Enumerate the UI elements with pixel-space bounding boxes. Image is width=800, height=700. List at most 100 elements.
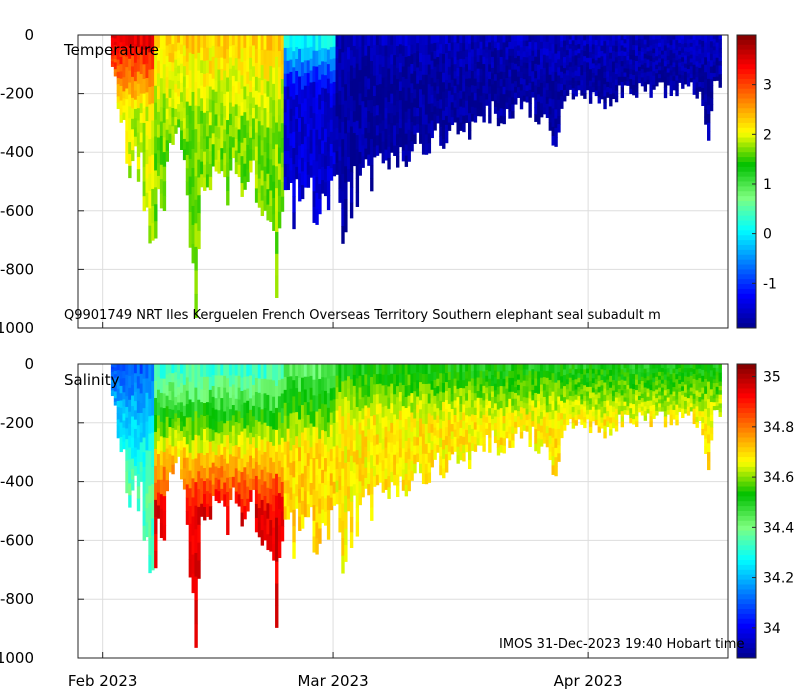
heatmap-cell	[407, 56, 411, 67]
heatmap-cell	[588, 409, 593, 416]
heatmap-cell	[652, 53, 656, 59]
heatmap-cell	[482, 93, 486, 101]
heatmap-cell	[332, 58, 337, 71]
heatmap-cell	[154, 35, 158, 53]
heatmap-cell	[419, 53, 423, 63]
heatmap-cell	[606, 384, 610, 391]
heatmap-cell	[528, 55, 532, 63]
heatmap-cell	[286, 163, 290, 178]
heatmap-cell	[450, 416, 455, 425]
heatmap-cell	[358, 116, 362, 129]
heatmap-cell	[574, 55, 578, 61]
heatmap-cell	[637, 403, 642, 409]
heatmap-cell	[620, 369, 625, 375]
heatmap-cell	[565, 55, 570, 61]
heatmap-cell	[113, 65, 118, 70]
heatmap-cell	[476, 61, 481, 70]
heatmap-cell	[459, 82, 463, 92]
heatmap-cell	[525, 79, 529, 86]
heatmap-cell	[396, 463, 400, 475]
heatmap-cell	[142, 481, 146, 497]
heatmap-cell	[318, 423, 322, 440]
heatmap-cell	[672, 53, 676, 59]
heatmap-cell	[528, 96, 532, 104]
heatmap-cell	[194, 152, 198, 177]
heatmap-cell	[502, 108, 506, 117]
heatmap-cell	[401, 45, 406, 57]
heatmap-cell	[341, 538, 345, 557]
heatmap-cell	[252, 66, 256, 78]
heatmap-cell	[563, 46, 567, 52]
heatmap-cell	[586, 48, 590, 54]
heatmap-cell	[410, 451, 414, 462]
heatmap-cell	[300, 377, 305, 392]
heatmap-cell	[234, 468, 239, 481]
heatmap-cell	[378, 133, 383, 144]
heatmap-cell	[361, 68, 365, 80]
heatmap-cell	[692, 74, 696, 80]
heatmap-cell	[565, 399, 570, 405]
heatmap-cell	[113, 69, 118, 74]
heatmap-cell	[568, 364, 573, 369]
heatmap-cell	[496, 42, 501, 51]
heatmap-cell	[539, 405, 544, 413]
heatmap-cell	[145, 507, 149, 523]
heatmap-cell	[522, 375, 527, 381]
heatmap-cell	[364, 477, 368, 489]
heatmap-cell	[318, 498, 322, 514]
heatmap-cell	[136, 108, 141, 121]
heatmap-cell	[447, 419, 452, 429]
heatmap-cell	[315, 145, 319, 162]
heatmap-cell	[318, 49, 322, 66]
heatmap-cell	[658, 395, 662, 400]
heatmap-cell	[704, 87, 708, 95]
heatmap-cell	[444, 445, 449, 455]
heatmap-cell	[663, 405, 668, 412]
heatmap-cell	[511, 391, 515, 400]
heatmap-cell	[666, 43, 671, 48]
heatmap-cell	[352, 451, 357, 463]
heatmap-cell	[655, 39, 659, 44]
heatmap-cell	[542, 54, 547, 62]
heatmap-cell	[231, 75, 236, 87]
heatmap-cell	[275, 407, 279, 431]
heatmap-cell	[188, 123, 193, 142]
heatmap-cell	[398, 364, 403, 374]
heatmap-cell	[692, 69, 696, 76]
heatmap-cell	[617, 372, 622, 377]
heatmap-cell	[286, 506, 290, 520]
heatmap-cell	[597, 52, 601, 59]
heatmap-cell	[407, 437, 411, 449]
heatmap-cell	[658, 364, 662, 369]
heatmap-cell	[502, 438, 506, 447]
heatmap-cell	[534, 421, 538, 430]
heatmap-cell	[381, 88, 385, 100]
heatmap-cell	[286, 176, 290, 191]
heatmap-cell	[234, 479, 239, 492]
heatmap-cell	[410, 83, 414, 94]
heatmap-cell	[344, 429, 348, 447]
heatmap-cell	[312, 206, 316, 223]
heatmap-cell	[588, 404, 593, 411]
heatmap-cell	[597, 375, 601, 382]
heatmap-cell	[194, 482, 198, 507]
heatmap-cell	[545, 370, 550, 379]
heatmap-cell	[220, 375, 224, 388]
heatmap-cell	[128, 495, 132, 508]
heatmap-cell	[663, 421, 668, 428]
heatmap-cell	[332, 164, 337, 177]
heatmap-cell	[436, 64, 440, 73]
heatmap-cell	[208, 99, 213, 113]
heatmap-cell	[626, 56, 630, 61]
heatmap-cell	[568, 405, 573, 410]
heatmap-cell	[165, 395, 170, 407]
heatmap-cell	[375, 75, 380, 86]
heatmap-cell	[468, 442, 472, 452]
colorbar-segment	[737, 103, 756, 109]
heatmap-cell	[211, 111, 216, 123]
heatmap-cell	[485, 393, 489, 400]
heatmap-cell	[479, 364, 483, 372]
heatmap-cell	[603, 71, 607, 79]
heatmap-cell	[649, 384, 653, 391]
heatmap-cell	[393, 394, 397, 405]
